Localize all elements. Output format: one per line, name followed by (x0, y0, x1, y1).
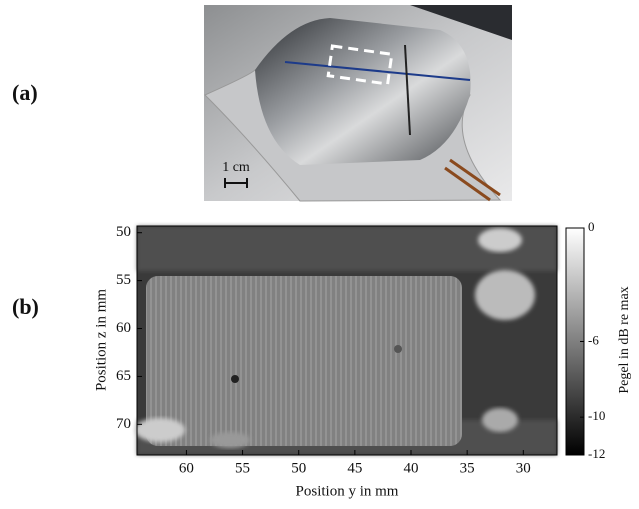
heatmap-image (135, 226, 557, 455)
y-tick-label: 50 (116, 224, 131, 240)
colorbar-tick-label: -12 (588, 446, 605, 461)
x-tick-label: 40 (404, 460, 419, 476)
panel-label: (b) (12, 294, 39, 319)
x-tick-label: 55 (235, 460, 250, 476)
scale-label: 1 cm (222, 160, 250, 175)
colorbar-tick-label: -6 (588, 332, 599, 347)
x-tick-label: 35 (460, 460, 475, 476)
colorbar-tick-label: 0 (588, 219, 595, 234)
y-tick-label: 70 (116, 416, 131, 432)
y-tick-label: 60 (116, 320, 131, 336)
x-tick-label: 30 (516, 460, 531, 476)
figure: (a) 1 cm (b) Position y in mm Position z… (0, 0, 639, 504)
photo: 1 cm (204, 5, 512, 201)
colorbar-label: Pegel in dB re max (617, 286, 632, 393)
x-axis-label: Position y in mm (296, 483, 399, 499)
y-axis-label: Position z in mm (93, 289, 109, 391)
y-tick-label: 55 (116, 272, 131, 288)
x-tick-label: 60 (179, 460, 194, 476)
y-tick-label: 65 (116, 368, 131, 384)
colorbar-tick-label: -10 (588, 408, 605, 423)
x-tick-label: 50 (291, 460, 306, 476)
x-tick-label: 45 (347, 460, 362, 476)
panel-label: (a) (12, 80, 38, 105)
